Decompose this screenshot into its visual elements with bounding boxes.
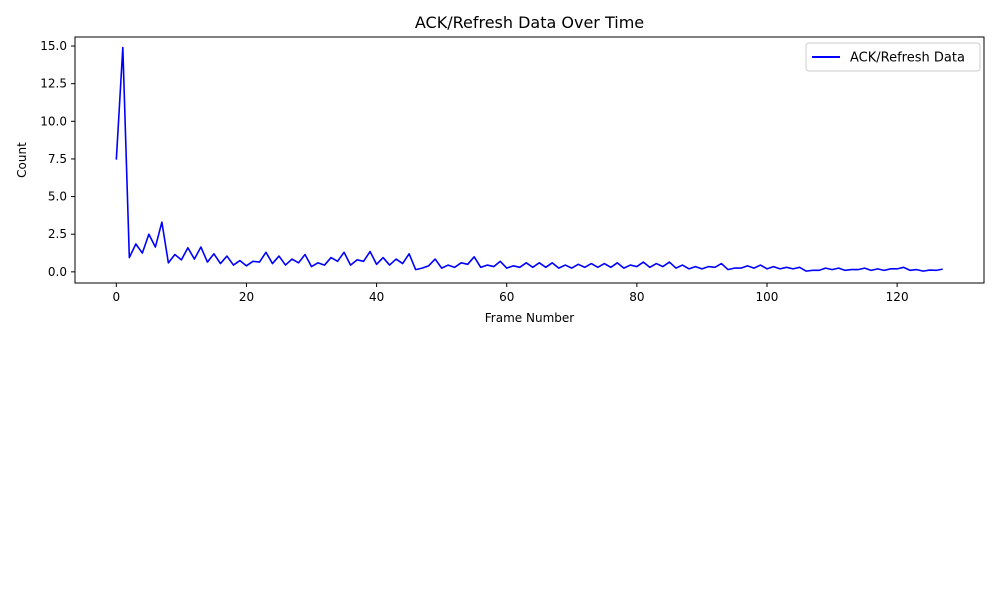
plot-frame: [74, 36, 985, 284]
x-axis: 0 20 40 60 80 100 120: [112, 283, 909, 304]
plot-area: [74, 36, 985, 284]
x-tick-label: 20: [239, 290, 254, 304]
series-line: [115, 46, 943, 272]
x-tick-label: 80: [629, 290, 644, 304]
y-tick-label: 10.0: [40, 114, 67, 128]
legend-entry: ACK/Refresh Data: [850, 51, 965, 66]
x-tick-label: 120: [886, 290, 909, 304]
y-axis-label: Count: [15, 142, 29, 178]
x-axis-label: Frame Number: [485, 311, 574, 325]
y-tick-label: 7.5: [48, 152, 67, 166]
series-layer: [115, 46, 943, 272]
y-tick-label: 5.0: [48, 190, 67, 204]
legend-box: [805, 42, 981, 72]
y-tick-label: 12.5: [40, 77, 67, 91]
x-tick-label: 60: [499, 290, 514, 304]
y-tick-label: 0.0: [48, 265, 67, 279]
x-tick-label: 40: [369, 290, 384, 304]
x-tick-label: 100: [756, 290, 779, 304]
x-tick-label: 0: [112, 290, 120, 304]
chart-title: ACK/Refresh Data Over Time: [415, 13, 644, 32]
y-tick-label: 2.5: [48, 227, 67, 241]
y-tick-label: 15.0: [40, 39, 67, 53]
legend: ACK/Refresh Data: [805, 42, 981, 72]
y-axis: 0.0 2.5 5.0 7.5 10.0 12.5 15.0: [40, 39, 75, 279]
